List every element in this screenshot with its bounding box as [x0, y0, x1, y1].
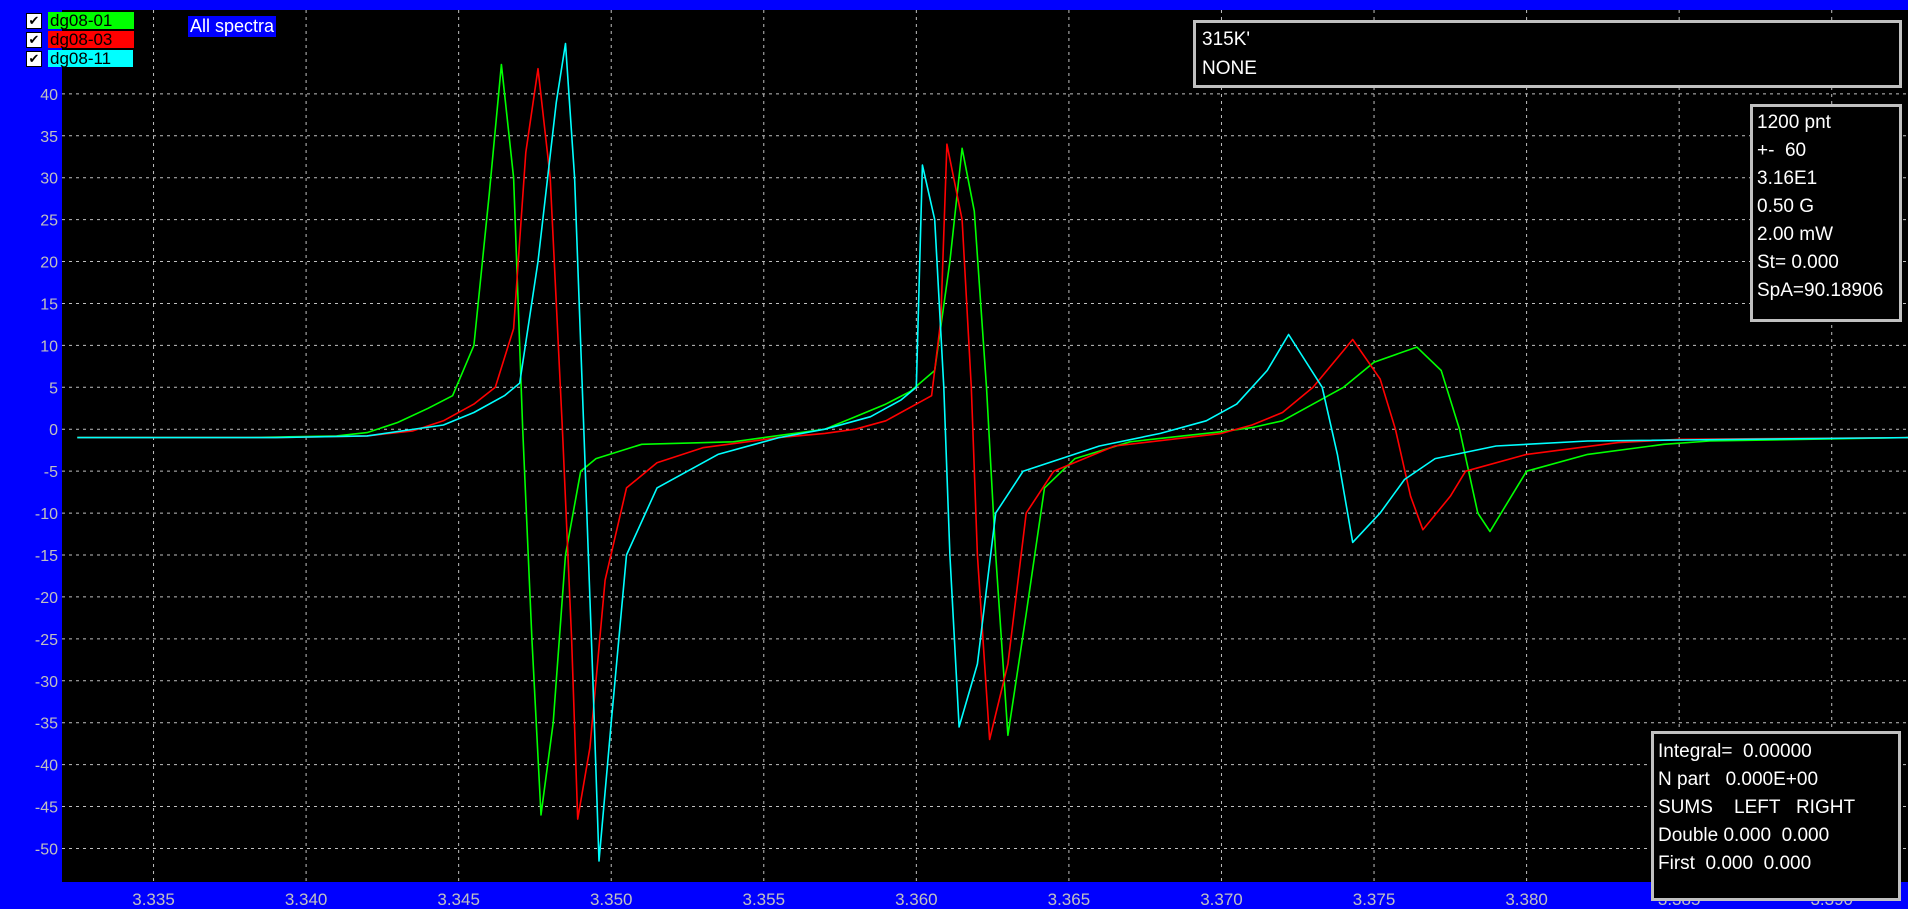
- x-tick-label: 3.350: [590, 890, 633, 909]
- y-tick-label: -20: [35, 590, 58, 607]
- x-tick-label: 3.340: [285, 890, 328, 909]
- title-line-1: 315K': [1202, 29, 1251, 50]
- y-tick-label: -5: [44, 464, 58, 481]
- st-value: St= 0.000: [1757, 252, 1839, 273]
- x-tick-label: 3.355: [743, 890, 786, 909]
- plot-background: [62, 10, 1908, 882]
- x-tick-label: 3.365: [1048, 890, 1091, 909]
- y-tick-label: -50: [35, 841, 58, 858]
- legend-item-dg08-11[interactable]: ✔ dg08-11: [20, 50, 134, 67]
- title-box: 315K' NONE: [1193, 20, 1902, 88]
- power-value: 2.00 mW: [1757, 224, 1834, 245]
- y-tick-label: 0: [49, 422, 58, 439]
- y-tick-label: 30: [40, 171, 58, 188]
- y-tick-label: -35: [35, 716, 58, 733]
- y-tick-label: -10: [35, 506, 58, 523]
- integral-value: Integral= 0.00000: [1658, 741, 1812, 762]
- y-tick-label: 25: [40, 213, 58, 230]
- y-tick-label: -45: [35, 800, 58, 817]
- y-tick-label: -40: [35, 758, 58, 775]
- legend-label: dg08-11: [48, 50, 134, 67]
- sums-header: SUMS LEFT RIGHT: [1658, 797, 1856, 818]
- y-tick-label: 35: [40, 129, 58, 146]
- spa-value: SpA=90.18906: [1757, 280, 1884, 301]
- x-tick-label: 3.370: [1200, 890, 1243, 909]
- modulation-value: 0.50 G: [1757, 196, 1815, 217]
- all-spectra-label[interactable]: All spectra: [188, 16, 277, 37]
- checkbox-icon[interactable]: ✔: [26, 31, 42, 48]
- gain-value: 3.16E1: [1757, 168, 1818, 189]
- series-line-dg08-01[interactable]: [77, 63, 1908, 816]
- y-tick-label: -25: [35, 632, 58, 649]
- legend-item-dg08-03[interactable]: ✔ dg08-03: [20, 31, 135, 48]
- checkbox-icon[interactable]: ✔: [26, 12, 42, 29]
- n-part-value: N part 0.000E+00: [1658, 769, 1819, 790]
- title-line-2: NONE: [1202, 58, 1257, 79]
- x-tick-label: 3.335: [132, 890, 175, 909]
- y-tick-label: 40: [40, 87, 58, 104]
- points-value: 1200 pnt: [1757, 112, 1831, 133]
- series-lines: [77, 42, 1908, 862]
- x-tick-label: 3.360: [895, 890, 938, 909]
- range-value: +- 60: [1757, 140, 1807, 161]
- y-tick-label: 20: [40, 255, 58, 272]
- statistics-box: Integral= 0.00000 N part 0.000E+00 SUMS …: [1651, 731, 1901, 901]
- legend-label: dg08-01: [48, 12, 135, 29]
- first-value: First 0.000 0.000: [1658, 853, 1812, 874]
- y-tick-label: 15: [40, 296, 58, 313]
- legend-label: dg08-03: [48, 31, 135, 48]
- legend-item-dg08-01[interactable]: ✔ dg08-01: [20, 12, 135, 29]
- x-tick-label: 3.345: [437, 890, 480, 909]
- y-tick-label: -30: [35, 674, 58, 691]
- x-tick-label: 3.380: [1505, 890, 1548, 909]
- series-line-dg08-11[interactable]: [77, 42, 1908, 862]
- parameters-box: 1200 pnt +- 60 3.16E1 0.50 G 2.00 mW St=…: [1750, 104, 1902, 322]
- checkbox-icon[interactable]: ✔: [26, 50, 42, 67]
- grid: [62, 10, 1908, 882]
- y-tick-label: 5: [49, 380, 58, 397]
- y-tick-label: 10: [40, 338, 58, 355]
- x-tick-label: 3.375: [1353, 890, 1396, 909]
- double-value: Double 0.000 0.000: [1658, 825, 1830, 846]
- y-tick-label: -15: [35, 548, 58, 565]
